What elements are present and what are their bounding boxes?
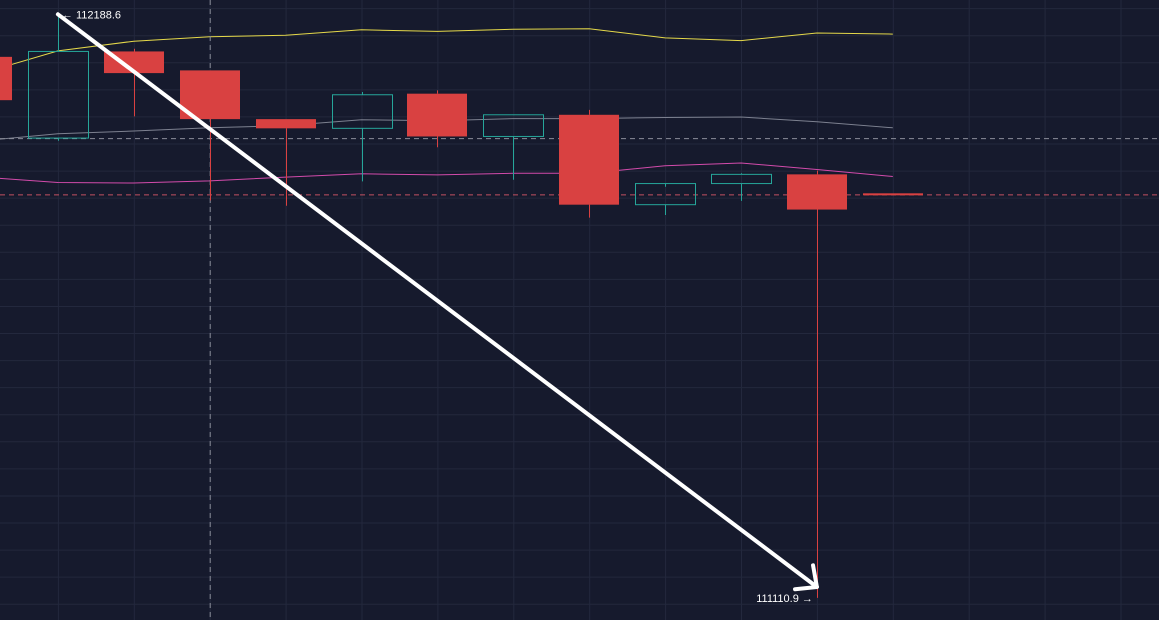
candle-body <box>559 114 619 205</box>
low-price-label: 111110.9 → <box>756 593 813 605</box>
trend-arrow[interactable] <box>55 12 819 592</box>
candle-body <box>180 70 240 120</box>
bullish-candle <box>483 114 544 180</box>
high-price-label: ← 112188.6 <box>62 9 121 21</box>
bullish-candle <box>711 173 772 201</box>
bearish-candle <box>787 170 847 598</box>
bullish-candle <box>28 14 89 141</box>
candles <box>0 14 923 598</box>
candle-body <box>787 174 847 210</box>
candle-body <box>0 56 12 101</box>
bearish-candle <box>256 119 316 206</box>
arrow-head <box>793 563 819 592</box>
bullish-candle <box>635 183 696 215</box>
upper-band-line <box>0 28 893 69</box>
bearish-candle <box>0 56 12 101</box>
arrow-shaft <box>55 12 819 589</box>
bearish-candle <box>104 48 164 117</box>
candle-body <box>863 193 923 196</box>
candle-body <box>104 51 164 74</box>
candle-body <box>407 93 467 137</box>
bullish-candle <box>332 92 393 182</box>
bearish-candle <box>863 193 923 196</box>
price-annotations: ← 112188.6 111110.9 → <box>62 9 813 605</box>
bearish-candle <box>180 70 240 201</box>
lower-band-line <box>0 162 893 184</box>
candle-body <box>635 183 696 206</box>
bearish-candle <box>407 90 467 148</box>
candle-body <box>28 50 89 139</box>
candle-body <box>483 114 544 137</box>
candle-body <box>711 173 772 185</box>
candle-body <box>256 119 316 129</box>
candle-body <box>332 94 393 129</box>
bearish-candle <box>559 109 619 218</box>
